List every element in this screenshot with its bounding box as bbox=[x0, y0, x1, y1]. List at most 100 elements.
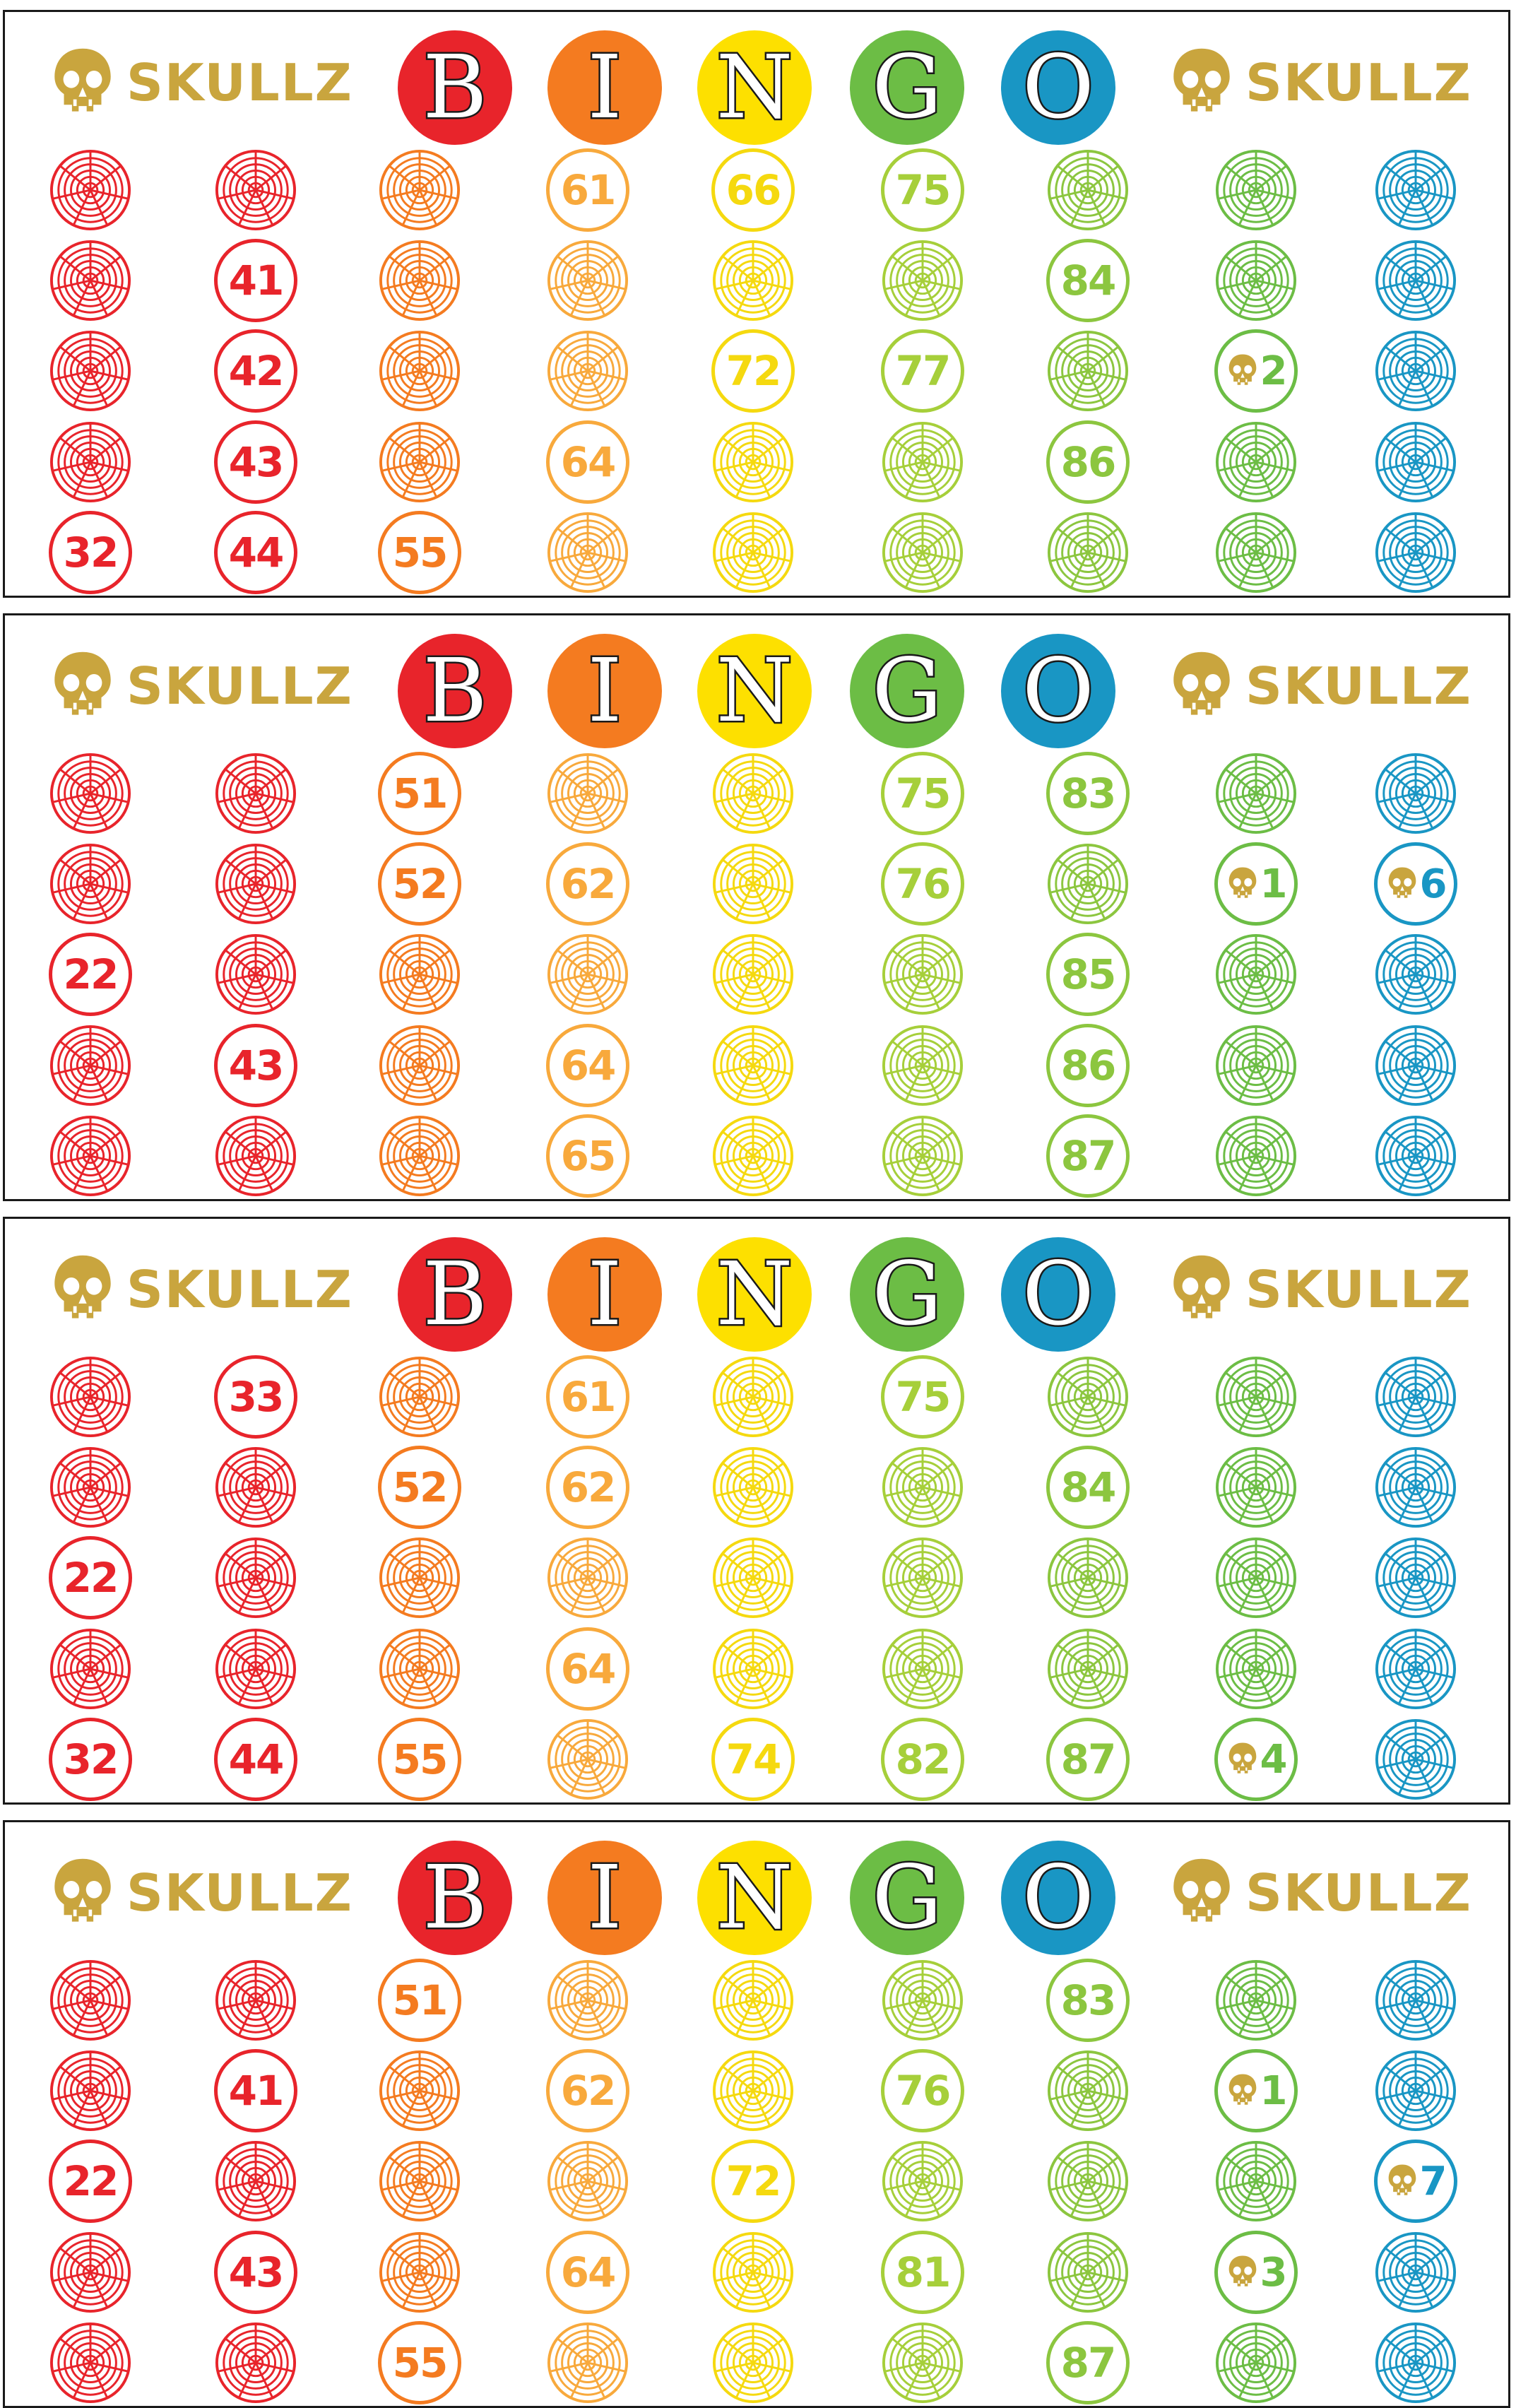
number-slot: 84 bbox=[1046, 239, 1130, 322]
header-letter-g: G bbox=[850, 634, 964, 748]
spiderweb-icon bbox=[1215, 1959, 1297, 2041]
brand-left: SKULLZ bbox=[49, 40, 353, 125]
spiderweb-icon bbox=[1215, 1446, 1297, 1528]
blank-slot bbox=[49, 1959, 132, 2042]
spiderweb-icon bbox=[1215, 933, 1297, 1015]
spiderweb-icon bbox=[1047, 2140, 1129, 2222]
spiderweb-icon bbox=[712, 752, 794, 834]
slot-number: 32 bbox=[63, 1735, 119, 1783]
slot-number: 83 bbox=[1060, 769, 1117, 818]
spiderweb-icon bbox=[215, 2140, 297, 2222]
spiderweb-icon bbox=[712, 2050, 794, 2132]
header-letter-n: N bbox=[697, 1841, 812, 1955]
bingo-card: SKULLZ SKULLZ B I N G O 61 66 75 41 84 42 72 77 2 43 64… bbox=[3, 10, 1510, 598]
number-slot: 22 bbox=[49, 933, 132, 1016]
skull-icon bbox=[54, 1858, 111, 1922]
number-slot: 64 bbox=[546, 420, 629, 504]
number-slot: 82 bbox=[881, 1718, 964, 1801]
slot-number: 85 bbox=[1060, 950, 1117, 998]
brand-right: SKULLZ bbox=[1168, 40, 1472, 125]
spiderweb-icon bbox=[215, 2322, 297, 2404]
blank-slot bbox=[711, 2321, 795, 2404]
blank-slot bbox=[881, 1627, 964, 1711]
blank-slot bbox=[546, 329, 629, 413]
spiderweb-icon bbox=[1375, 1025, 1457, 1106]
spiderweb-icon bbox=[1375, 1628, 1457, 1710]
blank-slot bbox=[378, 420, 461, 504]
spiderweb-icon bbox=[1047, 149, 1129, 231]
slot-number: 64 bbox=[560, 1041, 617, 1090]
blank-slot bbox=[214, 1959, 297, 2042]
blank-slot bbox=[1046, 1536, 1130, 1619]
spiderweb-icon bbox=[49, 843, 131, 925]
blank-slot bbox=[881, 2321, 964, 2404]
blank-slot bbox=[711, 752, 795, 835]
bingo-card: SKULLZ SKULLZ B I N G O 33 61 75 52 62 84 22 64 32 44 55… bbox=[3, 1217, 1510, 1805]
spiderweb-icon bbox=[1215, 149, 1297, 231]
spiderweb-icon bbox=[547, 240, 629, 321]
blank-slot bbox=[49, 420, 132, 504]
header-letter-b: B bbox=[398, 1237, 512, 1352]
header-letter-b: B bbox=[398, 1841, 512, 1955]
blank-slot bbox=[546, 2140, 629, 2223]
spiderweb-icon bbox=[49, 752, 131, 834]
skull-icon bbox=[1228, 867, 1256, 898]
blank-slot bbox=[711, 1024, 795, 1107]
spiderweb-icon bbox=[379, 1115, 461, 1197]
blank-slot bbox=[378, 1355, 461, 1439]
number-slot: 62 bbox=[546, 842, 629, 926]
blank-slot bbox=[49, 1355, 132, 1439]
slot-number: 44 bbox=[228, 1735, 285, 1783]
letter-glyph: G bbox=[870, 640, 944, 742]
spiderweb-icon bbox=[1375, 240, 1457, 321]
number-slot: 64 bbox=[546, 2231, 629, 2314]
slot-number: 62 bbox=[560, 2067, 617, 2115]
slot-number: 84 bbox=[1060, 256, 1117, 305]
blank-slot bbox=[214, 148, 297, 232]
spiderweb-icon bbox=[215, 843, 297, 925]
slot-number: 2 bbox=[1260, 348, 1288, 394]
blank-slot bbox=[711, 239, 795, 322]
spiderweb-icon bbox=[1047, 1356, 1129, 1438]
number-slot: 84 bbox=[1046, 1446, 1130, 1529]
blank-slot bbox=[1374, 1718, 1457, 1801]
letter-glyph: O bbox=[1021, 1244, 1096, 1345]
blank-slot bbox=[1214, 420, 1298, 504]
spiderweb-icon bbox=[547, 2140, 629, 2222]
number-slot: 2 bbox=[1214, 329, 1298, 413]
blank-slot bbox=[1214, 239, 1298, 322]
skull-icon bbox=[1388, 2164, 1416, 2195]
spiderweb-icon bbox=[882, 1025, 964, 1106]
number-slot: 75 bbox=[881, 1355, 964, 1439]
blank-slot bbox=[1214, 1355, 1298, 1439]
slot-number: 62 bbox=[560, 1463, 617, 1511]
number-slot: 43 bbox=[214, 420, 297, 504]
header-letter-i: I bbox=[547, 30, 662, 145]
skull-icon bbox=[54, 1255, 111, 1318]
blank-slot bbox=[711, 1536, 795, 1619]
blank-slot bbox=[49, 1627, 132, 1711]
spiderweb-icon bbox=[882, 1628, 964, 1710]
spiderweb-icon bbox=[882, 2322, 964, 2404]
blank-slot bbox=[1374, 2049, 1457, 2132]
spiderweb-icon bbox=[1215, 512, 1297, 594]
letter-glyph: O bbox=[1021, 1847, 1096, 1949]
number-slot: 77 bbox=[881, 329, 964, 413]
blank-slot bbox=[214, 933, 297, 1016]
number-slot: 22 bbox=[49, 2140, 132, 2223]
blank-slot bbox=[1374, 2231, 1457, 2314]
number-slot: 72 bbox=[711, 2140, 795, 2223]
blank-slot bbox=[378, 1114, 461, 1198]
blank-slot bbox=[378, 1024, 461, 1107]
spiderweb-icon bbox=[882, 1959, 964, 2041]
spiderweb-icon bbox=[882, 1537, 964, 1619]
blank-slot bbox=[711, 511, 795, 594]
slot-number: 41 bbox=[228, 256, 285, 305]
blank-slot bbox=[49, 1446, 132, 1529]
blank-slot bbox=[711, 1114, 795, 1198]
slot-number: 72 bbox=[726, 347, 782, 395]
blank-slot bbox=[214, 752, 297, 835]
spiderweb-icon bbox=[712, 1446, 794, 1528]
blank-slot bbox=[49, 1024, 132, 1107]
spiderweb-icon bbox=[1047, 2050, 1129, 2132]
